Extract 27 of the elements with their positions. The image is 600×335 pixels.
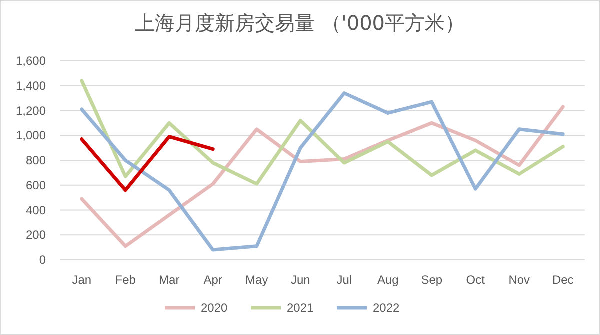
y-tick-label: 1,600 (16, 54, 46, 68)
line-series (80, 79, 565, 186)
y-tick-label: 0 (39, 253, 46, 267)
x-tick-label: Feb (115, 273, 136, 287)
x-tick-label: Jul (336, 273, 352, 287)
x-tick-label: May (246, 273, 268, 287)
legend-label: 2021 (287, 301, 314, 315)
x-tick-label: Apr (204, 273, 222, 287)
y-tick-label: 600 (26, 178, 46, 192)
x-tick-label: Nov (508, 273, 530, 287)
y-tick-label: 1,200 (16, 104, 46, 118)
y-tick-label: 400 (26, 203, 46, 218)
x-tick-label: Jun (290, 273, 310, 287)
line-series (80, 135, 215, 192)
chart-title: 上海月度新房交易量 （'000平方米） (134, 11, 466, 35)
x-tick-label: Jan (72, 273, 92, 287)
y-tick-label: 1,400 (16, 78, 46, 93)
legend-label: 2022 (373, 301, 400, 315)
y-tick-label: 800 (26, 154, 46, 168)
x-tick-label: Sep (421, 273, 443, 287)
x-tick-label: Dec (552, 273, 574, 287)
x-tick-label: Aug (377, 273, 399, 287)
y-tick-label: 200 (26, 228, 46, 242)
x-tick-label: Mar (159, 273, 180, 287)
y-tick-label: 1,000 (16, 128, 46, 143)
legend-label: 2020 (201, 301, 228, 315)
x-tick-label: Oct (466, 273, 486, 287)
